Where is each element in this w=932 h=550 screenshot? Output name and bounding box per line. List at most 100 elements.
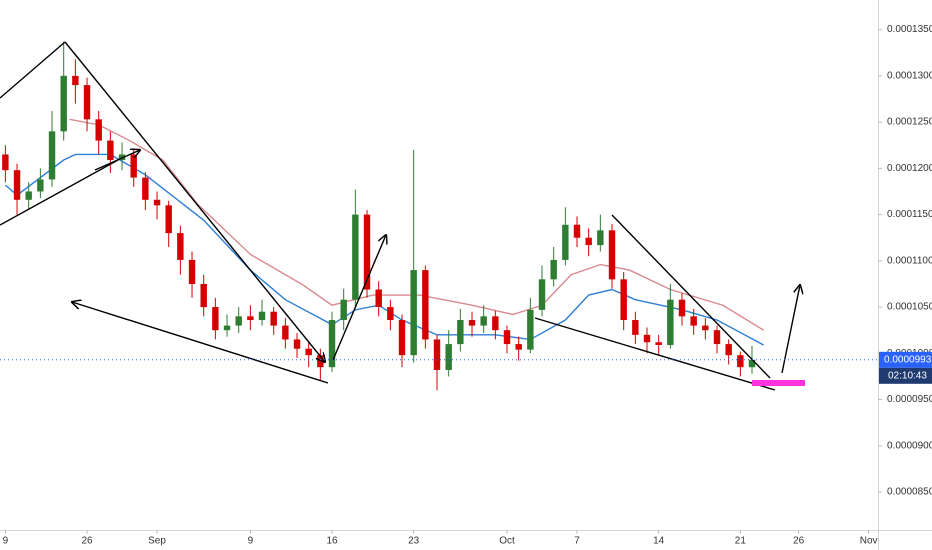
y-tick-label: 0.0001350 [887, 24, 932, 35]
x-tick-label: 21 [735, 536, 747, 547]
candle-body [107, 140, 114, 161]
candle-body [433, 339, 441, 370]
y-tick-label: 0.0000850 [887, 487, 932, 498]
candle-body [188, 259, 196, 284]
x-tick-label: 9 [248, 536, 254, 547]
x-tick-label: 16 [326, 536, 338, 547]
x-tick-label: Sep [148, 536, 166, 547]
candle-body [398, 320, 406, 356]
candle-body [725, 344, 732, 356]
candle-body [387, 307, 394, 321]
candle-body [328, 320, 336, 368]
candle-body [702, 325, 709, 331]
candle-body [258, 311, 266, 321]
candle-body [293, 339, 301, 349]
x-tick-label: Nov [860, 536, 878, 547]
candle-body [632, 320, 639, 335]
candle-body [60, 75, 67, 132]
candle-body [585, 237, 592, 246]
candle-body [200, 283, 207, 308]
x-tick-label: 14 [653, 536, 665, 547]
candle-body [678, 299, 686, 317]
moving-average [69, 118, 765, 331]
candle-body [667, 299, 674, 346]
candle-body [748, 359, 756, 368]
x-tick-label: Oct [499, 536, 515, 547]
candle-body [340, 299, 347, 321]
candle-body [282, 325, 289, 340]
candle-body [538, 279, 546, 310]
candle-body [13, 170, 21, 200]
candle-body [562, 224, 569, 260]
candle-body [655, 342, 662, 346]
candle-body [153, 199, 161, 206]
countdown-box [879, 367, 932, 384]
candle-body [410, 270, 417, 356]
candle-body [363, 214, 371, 290]
candle-body [422, 270, 429, 340]
candle-body [95, 119, 102, 141]
candle-body [445, 344, 452, 370]
candle-body [690, 316, 697, 326]
candle-body [597, 230, 604, 246]
arrow [94, 150, 140, 171]
candle-body [737, 355, 744, 368]
candle-body [37, 179, 44, 192]
trend-line [0, 41, 66, 99]
candle-body [72, 75, 79, 86]
last-price-box [879, 351, 932, 368]
x-tick-label: 9 [3, 536, 9, 547]
candle-body [573, 224, 581, 238]
candle-body [457, 320, 464, 345]
plot-area [0, 0, 878, 530]
candle-body [2, 154, 9, 171]
trend-line [611, 214, 771, 379]
trend-line [534, 317, 776, 391]
y-tick-label: 0.0001050 [887, 302, 932, 313]
candle-body [48, 131, 56, 180]
candle-body [527, 309, 534, 350]
candle-body [503, 330, 511, 345]
y-tick-label: 0.0001300 [887, 70, 932, 81]
candle-body [177, 233, 184, 260]
candle-body [235, 316, 242, 326]
candle-body [83, 85, 91, 120]
candle-body [130, 154, 137, 178]
candle-body [480, 316, 487, 326]
x-tick-label: 26 [793, 536, 805, 547]
trend-line [0, 159, 119, 226]
drawings [0, 41, 800, 391]
candle-body [515, 344, 522, 350]
x-tick-label: 23 [408, 536, 420, 547]
y-tick-label: 0.0001250 [887, 117, 932, 128]
candle-body [550, 259, 557, 280]
y-tick-label: 0.0000950 [887, 394, 932, 405]
arrow [72, 302, 329, 384]
y-tick-label: 0.0001200 [887, 163, 932, 174]
candle-body [643, 334, 651, 343]
candle-body [270, 311, 277, 326]
candle-body [223, 325, 231, 331]
x-tick-label: 26 [81, 536, 93, 547]
candle-body [165, 205, 172, 234]
x-tick-label: 7 [574, 536, 580, 547]
candle-body [247, 316, 254, 321]
candle-body [492, 316, 499, 331]
candle-body [212, 307, 219, 331]
candle-body [713, 330, 721, 345]
candle-body [305, 348, 312, 356]
candle-body [375, 289, 382, 308]
candle-body [468, 320, 476, 326]
trend-line [64, 41, 325, 362]
arrow [332, 235, 386, 361]
candle-body [25, 191, 32, 200]
y-tick-label: 0.0001100 [887, 255, 932, 266]
arrow [781, 285, 800, 374]
candle-body [620, 279, 627, 321]
marks [2, 41, 765, 391]
candle-body [608, 230, 616, 280]
highlight-zone [752, 380, 805, 386]
candle-body [142, 177, 149, 200]
